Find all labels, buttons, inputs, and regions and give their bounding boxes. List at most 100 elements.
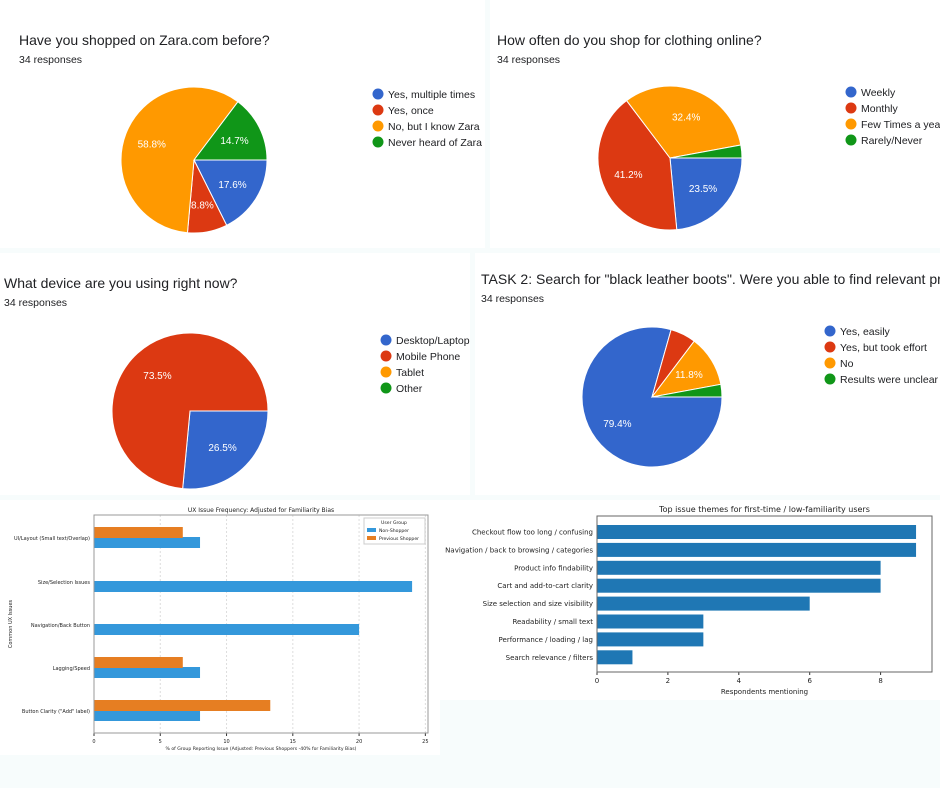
response-count: 34 responses [4,297,67,309]
legend-dot-icon [845,134,857,146]
legend-dot-icon [845,118,857,130]
legend-dot-icon [824,357,836,369]
legend-swatch-icon [367,536,376,540]
question-title: What device are you using right now? [4,275,238,291]
pie-slice [193,159,268,226]
legend-label: Desktop/Laptop [396,335,470,347]
bar-non-shopper [94,624,360,635]
pie-slice [192,101,268,161]
x-tick-label: 0 [92,739,95,745]
legend-label: Yes, once [388,105,434,117]
pie-slice [625,85,742,159]
chart-title: Top issue themes for first-time / low-fa… [658,505,870,514]
bar-non-shopper [94,581,413,592]
legend-dot-icon [372,88,384,100]
y-tick-label: Size selection and size visibility [483,600,593,608]
x-axis-label: % of Group Reporting Issue (Adjusted: Pr… [166,746,357,752]
legend-label: Non-Shopper [379,528,409,534]
bar [597,525,917,539]
legend-dot-icon [380,350,392,362]
bar-previous-shopper [94,700,271,711]
slice-label: 73.5% [143,371,171,382]
legend-dot-icon [372,136,384,148]
legend-label: Results were unclear [840,374,939,386]
pie-slice [669,144,743,159]
bar [597,542,917,557]
pie-slice [651,383,723,398]
x-tick-label: 0 [595,677,599,685]
x-tick-label: 2 [666,677,670,685]
legend-label: Tablet [396,367,424,379]
bar [597,614,704,629]
x-tick-label: 25 [422,739,428,745]
bar-non-shopper [94,667,201,678]
legend-label: No, but I know Zara [388,121,480,133]
y-tick-label: Checkout flow too long / confusing [472,529,593,537]
bar [597,596,810,611]
question-title: TASK 2: Search for "black leather boots"… [481,271,940,287]
legend-dot-icon [824,341,836,353]
slice-label: 23.5% [689,184,717,195]
legend-dot-icon [824,325,836,337]
legend-label: Few Times a year [861,119,940,131]
y-tick-label: Cart and add-to-cart clarity [497,582,593,590]
legend-title: User Group [381,520,407,526]
legend-dot-icon [824,373,836,385]
x-tick-label: 4 [737,677,742,685]
question-title: Have you shopped on Zara.com before? [19,32,270,48]
pie-slice [111,332,269,490]
legend-swatch-icon [367,528,376,532]
legend-dot-icon [845,102,857,114]
legend-label: Yes, but took effort [840,342,927,354]
y-tick-label: Button Clarity ("Add" label) [22,709,90,715]
slice-label: 26.5% [208,443,236,454]
plot-frame [596,515,933,673]
legend-label: Yes, multiple times [388,89,475,101]
y-tick-label: Product info findability [514,564,593,572]
slice-label: 41.2% [614,170,642,181]
y-tick-label: Navigation/Back Button [31,623,90,629]
bar [597,560,881,575]
legend-dot-icon [380,334,392,346]
slice-label: 32.4% [672,112,700,123]
x-tick-label: 8 [878,677,882,685]
legend-label: No [840,358,854,370]
legend-dot-icon [372,104,384,116]
bar-previous-shopper [94,657,183,668]
pie-slice [120,86,239,234]
pie-slice [597,99,678,231]
x-tick-label: 5 [159,739,162,745]
y-tick-label: Navigation / back to browsing / categori… [445,546,593,554]
slice-label: 58.8% [138,140,166,151]
response-count: 34 responses [497,54,560,66]
y-axis-label: Common UX Issues [8,599,14,648]
legend-label: Weekly [861,87,896,99]
legend-dot-icon [845,86,857,98]
y-tick-label: Lagging/Speed [53,666,90,672]
legend-label: Never heard of Zara [388,137,482,149]
bar [597,650,633,665]
legend-label: Other [396,383,423,395]
chart-title: UX Issue Frequency: Adjusted for Familia… [188,507,334,514]
plot-frame [93,514,429,734]
y-tick-label: Size/Selection Issues [38,580,91,586]
slice-label: 79.4% [603,419,631,430]
legend-label: Yes, easily [840,326,891,338]
legend-label: Rarely/Never [861,135,923,147]
bar [597,578,881,593]
slice-label: 14.7% [220,136,248,147]
x-tick-label: 6 [807,677,812,685]
y-tick-label: Readability / small text [512,618,593,626]
slice-label: 8.8% [191,200,214,211]
legend-label: Mobile Phone [396,351,460,363]
bar-non-shopper [94,537,201,548]
x-tick-label: 10 [223,739,229,745]
response-count: 34 responses [481,293,544,305]
x-tick-label: 20 [356,739,362,745]
legend-dot-icon [372,120,384,132]
x-tick-label: 15 [290,739,296,745]
y-tick-label: UI/Layout (Small text/Overlap) [14,536,90,542]
legend-dot-icon [380,366,392,378]
